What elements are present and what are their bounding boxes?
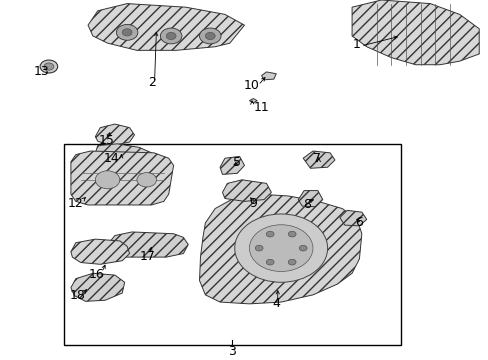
Polygon shape (71, 273, 124, 301)
Text: 7: 7 (312, 152, 320, 166)
Polygon shape (107, 232, 188, 257)
Circle shape (40, 60, 58, 73)
Text: 17: 17 (140, 249, 155, 262)
Text: 2: 2 (147, 76, 155, 89)
Circle shape (166, 32, 176, 40)
Circle shape (265, 259, 273, 265)
Polygon shape (71, 239, 129, 264)
Polygon shape (95, 124, 134, 146)
Text: 1: 1 (352, 39, 360, 51)
Circle shape (95, 171, 120, 189)
Text: 5: 5 (233, 156, 241, 169)
Polygon shape (88, 4, 244, 50)
Polygon shape (261, 72, 276, 80)
Text: 6: 6 (355, 216, 363, 229)
Polygon shape (220, 157, 244, 174)
Circle shape (116, 24, 138, 40)
Circle shape (265, 231, 273, 237)
Text: 8: 8 (303, 198, 310, 211)
Text: 14: 14 (103, 152, 119, 166)
Text: 4: 4 (272, 297, 280, 310)
Text: 18: 18 (69, 289, 85, 302)
Circle shape (160, 28, 182, 44)
Circle shape (205, 32, 215, 40)
Polygon shape (249, 99, 257, 103)
Polygon shape (71, 151, 173, 205)
Polygon shape (222, 180, 271, 201)
Polygon shape (199, 194, 361, 304)
Text: 13: 13 (34, 66, 49, 78)
Circle shape (299, 245, 306, 251)
Circle shape (122, 29, 132, 36)
Polygon shape (339, 210, 366, 226)
Circle shape (288, 231, 295, 237)
Polygon shape (351, 0, 478, 65)
Text: 9: 9 (249, 197, 257, 210)
Text: 15: 15 (99, 135, 114, 148)
Circle shape (199, 28, 221, 44)
Text: 12: 12 (68, 197, 83, 210)
Polygon shape (95, 144, 151, 167)
Circle shape (234, 214, 327, 282)
Text: 3: 3 (228, 345, 236, 358)
Circle shape (255, 245, 263, 251)
Text: 11: 11 (253, 101, 269, 114)
Circle shape (137, 172, 156, 187)
Polygon shape (298, 190, 322, 207)
Bar (63, 144, 400, 345)
Circle shape (249, 225, 312, 271)
Circle shape (44, 63, 54, 70)
Polygon shape (303, 151, 334, 168)
Circle shape (288, 259, 295, 265)
Text: 16: 16 (89, 267, 104, 280)
Text: 10: 10 (244, 79, 259, 92)
